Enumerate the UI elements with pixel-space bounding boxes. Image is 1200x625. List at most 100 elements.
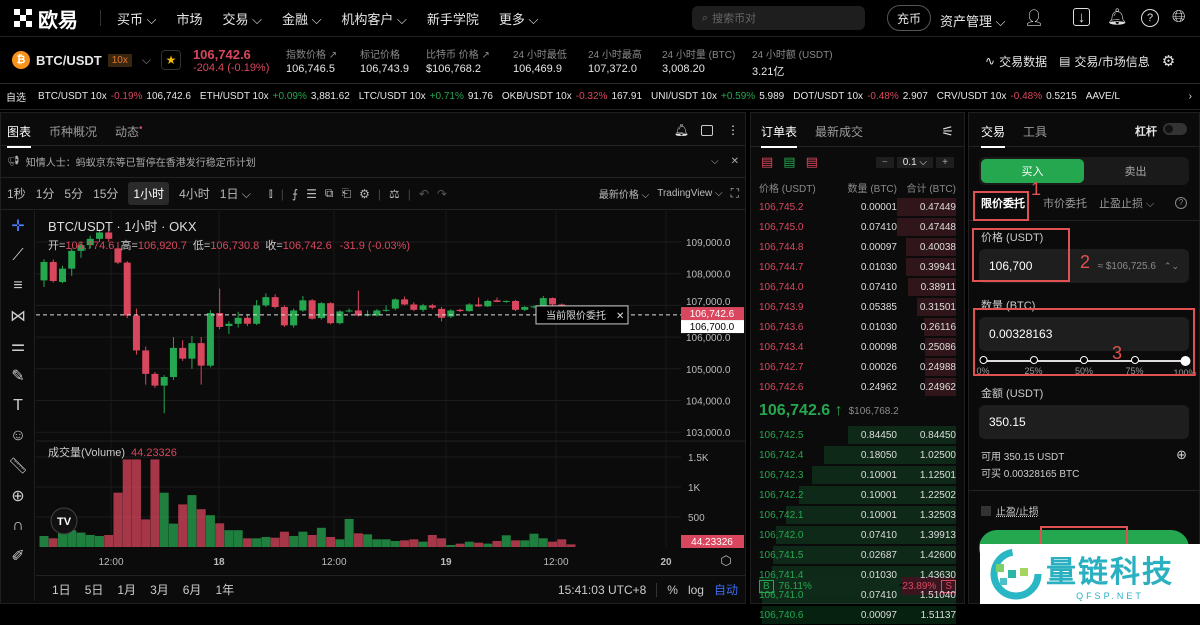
timeframe-option[interactable]: 15分 (93, 187, 119, 201)
tpsl-order-tab[interactable]: 止盈止损 ⌵ (1099, 197, 1155, 210)
candle-type-icon[interactable]: ⫾ (268, 186, 273, 200)
book-view-bids-icon[interactable]: ▤ (783, 154, 796, 169)
emoji-icon[interactable]: ☺ (9, 427, 27, 444)
slider-mark[interactable] (1079, 356, 1088, 364)
bid-row[interactable]: 106,740.6 0.00097 1.51137 (751, 605, 964, 625)
bid-row[interactable]: 106,742.1 0.10001 1.32503 (751, 505, 964, 525)
book-view-both-icon[interactable]: ▤ (761, 154, 774, 169)
bid-row[interactable]: 106,741.4 0.01030 1.43630 (751, 565, 964, 585)
limit-order-tab[interactable]: 限价委托 (981, 197, 1025, 210)
favorite-item[interactable]: DOT/USDT 10x -0.48% 2.907 (793, 91, 928, 102)
pair-name[interactable]: BTC/USDT (36, 52, 102, 68)
settings-icon[interactable]: ⚙ (1161, 53, 1176, 70)
slider-mark[interactable] (1130, 356, 1139, 364)
template-icon[interactable]: ⧉ (324, 186, 334, 200)
timeframe-option[interactable]: 5分 (64, 187, 84, 201)
auto-toggle[interactable]: 自动 (713, 583, 738, 597)
percent-toggle[interactable]: % (656, 582, 678, 597)
globe-icon[interactable]: 🌐︎ (1172, 7, 1186, 26)
chart-settings-icon[interactable]: ⚙ (359, 186, 370, 201)
amount-input[interactable]: 350.15 (979, 405, 1189, 439)
nav-institutional[interactable]: 机构客户 ⌵ (341, 11, 407, 27)
timeframe-option[interactable]: 1秒 (7, 187, 26, 201)
step-select[interactable]: 0.1 ⌵ (896, 156, 933, 168)
price-type-select[interactable]: 最新价格 ⌵ (598, 190, 650, 201)
quantity-input[interactable]: 0.00328163 (979, 317, 1189, 351)
slider-mark[interactable] (1029, 356, 1038, 364)
download-icon[interactable]: ↓ (1073, 8, 1090, 26)
zoom-in-icon[interactable]: ⊕ (11, 488, 25, 505)
ask-row[interactable]: 106,743.6 0.01030 0.26116 (751, 317, 964, 337)
range-option[interactable]: 1年 (215, 583, 235, 597)
chevron-right-icon[interactable]: › (1188, 91, 1192, 102)
nav-more[interactable]: 更多 ⌵ (498, 11, 539, 27)
timeframe-option[interactable]: 1日 ⌵ (219, 187, 251, 201)
add-funds-icon[interactable]: ⊕ (1176, 447, 1187, 462)
ask-row[interactable]: 106,745.2 0.00001 0.47449 (751, 197, 964, 217)
nav-market[interactable]: 市场 (176, 11, 203, 27)
nav-buy-crypto[interactable]: 买币 ⌵ (117, 11, 157, 27)
ask-row[interactable]: 106,744.7 0.01030 0.39941 (751, 257, 964, 277)
nav-finance[interactable]: 金融 ⌵ (281, 11, 322, 27)
log-toggle[interactable]: log (687, 582, 704, 597)
tab-order-book[interactable]: 订单表 (761, 123, 798, 148)
timeframe-option[interactable]: 4小时 (179, 187, 210, 201)
bid-row[interactable]: 106,741.0 0.07410 1.51040 (751, 585, 964, 605)
tab-overview[interactable]: 币种概况 (49, 125, 98, 139)
range-option[interactable]: 6月 (182, 583, 202, 597)
window-icon[interactable] (701, 125, 713, 136)
tab-recent-trades[interactable]: 最新成交 (815, 125, 864, 139)
ask-row[interactable]: 106,743.4 0.00098 0.25086 (751, 337, 964, 357)
list-icon[interactable]: ☰ (306, 186, 317, 201)
replay-icon[interactable]: ⎗ (341, 186, 352, 200)
close-news-icon[interactable]: ✕ (730, 156, 739, 167)
favorite-item[interactable]: OKB/USDT 10x -0.32% 167.91 (501, 91, 643, 102)
star-icon[interactable]: ★ (160, 50, 181, 70)
more-vertical-icon[interactable]: ⋮ (727, 123, 739, 137)
asset-management-menu[interactable]: 资产管理 ⌵ (940, 14, 1006, 29)
timeframe-option[interactable]: 1分 (35, 187, 55, 201)
bid-row[interactable]: 106,742.5 0.84450 0.84450 (751, 425, 964, 445)
lock-drawing-icon[interactable]: ✐ (11, 548, 25, 565)
text-icon[interactable]: T (13, 397, 23, 414)
search-input[interactable]: ⌕ 搜索币对 (692, 6, 865, 30)
ask-row[interactable]: 106,744.0 0.07410 0.38911 (751, 277, 964, 297)
favorite-item[interactable]: CRV/USDT 10x -0.48% 0.5215 (936, 91, 1077, 102)
tab-tools[interactable]: 工具 (1023, 125, 1048, 139)
market-info-button[interactable]: 交易/市场信息 (1074, 54, 1150, 69)
range-option[interactable]: 1日 (52, 583, 71, 597)
nav-academy[interactable]: 新手学院 (426, 11, 479, 27)
pair-dropdown-icon[interactable]: ⌵ (141, 52, 151, 67)
bid-row[interactable]: 106,742.0 0.07410 1.39913 (751, 525, 964, 545)
bell-icon[interactable]: 🔔︎ (1107, 9, 1128, 26)
slider-mark[interactable] (978, 356, 987, 364)
ask-row[interactable]: 106,745.0 0.07410 0.47448 (751, 217, 964, 237)
ask-row[interactable]: 106,742.7 0.00026 0.24988 (751, 357, 964, 377)
leverage-toggle[interactable] (1163, 123, 1187, 135)
ruler-icon[interactable]: 📏︎ (7, 458, 29, 475)
sell-tab[interactable]: 卖出 (1124, 166, 1147, 178)
indicators-icon[interactable]: ⨍ (291, 186, 299, 201)
favorite-item[interactable]: ETH/USDT 10x +0.09% 3,881.62 (199, 91, 350, 102)
step-increase-button[interactable]: + (936, 156, 954, 168)
range-option[interactable]: 1月 (117, 583, 137, 597)
favorite-item-overflow[interactable]: AAVE/L (1085, 91, 1120, 102)
favorite-item[interactable]: BTC/USDT 10x -0.19% 106,742.6 (38, 91, 191, 102)
fib-icon[interactable]: ⚌ (10, 338, 26, 355)
crosshair-icon[interactable]: ✛ (11, 218, 25, 235)
magnet-icon[interactable]: ∩ (12, 517, 24, 534)
undo-icon[interactable]: ↶ (418, 186, 429, 201)
axis-settings-icon[interactable]: ⬡ (720, 553, 731, 568)
tab-chart[interactable]: 图表 (7, 123, 32, 148)
range-option[interactable]: 5日 (84, 583, 104, 597)
ask-row[interactable]: 106,743.9 0.05385 0.31501 (751, 297, 964, 317)
bid-row[interactable]: 106,741.5 0.02687 1.42600 (751, 545, 964, 565)
step-decrease-button[interactable]: − (875, 156, 894, 168)
brand-logo[interactable]: 欧易 (14, 4, 78, 33)
chevron-down-icon[interactable]: ⌵ (711, 156, 719, 167)
tab-feed[interactable]: 动态• (115, 123, 143, 139)
deposit-button[interactable]: 充币 (887, 5, 931, 31)
nav-trade[interactable]: 交易 ⌵ (222, 11, 262, 27)
bid-row[interactable]: 106,742.4 0.18050 1.02500 (751, 445, 964, 465)
range-option[interactable]: 3月 (150, 583, 169, 597)
